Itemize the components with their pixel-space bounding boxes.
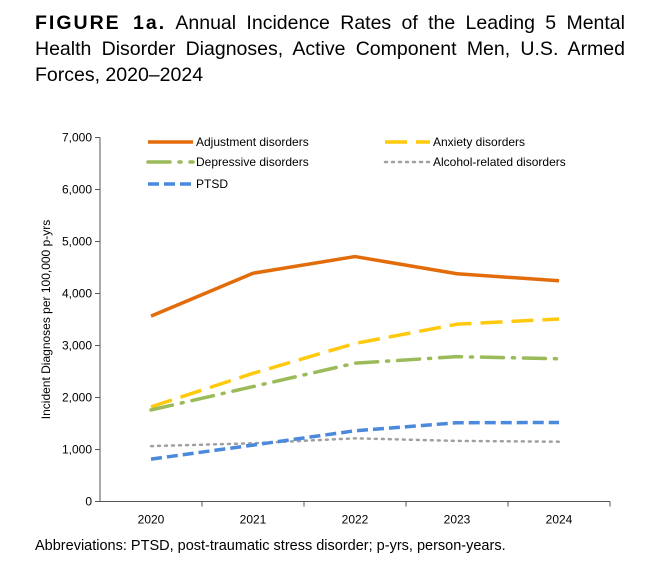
y-tick-label: 5,000 [62, 235, 92, 249]
y-tick-label: 2,000 [62, 391, 92, 405]
legend-label-1: Anxiety disorders [433, 135, 525, 149]
legend-label-2: Depressive disorders [196, 155, 309, 169]
y-tick-label: 6,000 [62, 183, 92, 197]
x-tick-label: 2023 [444, 513, 471, 527]
y-tick-label: 3,000 [62, 339, 92, 353]
series-line-3 [149, 437, 561, 448]
series-line-2 [149, 354, 561, 412]
y-tick-label: 1,000 [62, 443, 92, 457]
figure-title-text: Annual Incidence Rates of the Leading 5 … [35, 12, 625, 86]
figure-label: FIGURE 1a. [35, 12, 167, 34]
series-line-4 [150, 420, 560, 461]
x-tick-label: 2024 [546, 513, 573, 527]
footnote: Abbreviations: PTSD, post-traumatic stre… [35, 538, 506, 554]
x-tick-label: 2022 [342, 513, 369, 527]
y-axis-label: Incident Diagnoses per 100,000 p-yrs [39, 220, 53, 419]
x-tick-label: 2020 [138, 513, 165, 527]
x-tick-label: 2021 [240, 513, 267, 527]
legend-label-0: Adjustment disorders [196, 135, 309, 149]
figure-title: FIGURE 1a. Annual Incidence Rates of the… [35, 10, 625, 88]
legend-label-4: PTSD [196, 177, 228, 191]
series-line-0 [150, 254, 560, 318]
y-tick-label: 4,000 [62, 287, 92, 301]
y-tick-label: 7,000 [62, 131, 92, 145]
y-tick-label: 0 [85, 495, 92, 509]
series-line-1 [150, 317, 560, 409]
legend-label-3: Alcohol-related disorders [433, 155, 566, 169]
